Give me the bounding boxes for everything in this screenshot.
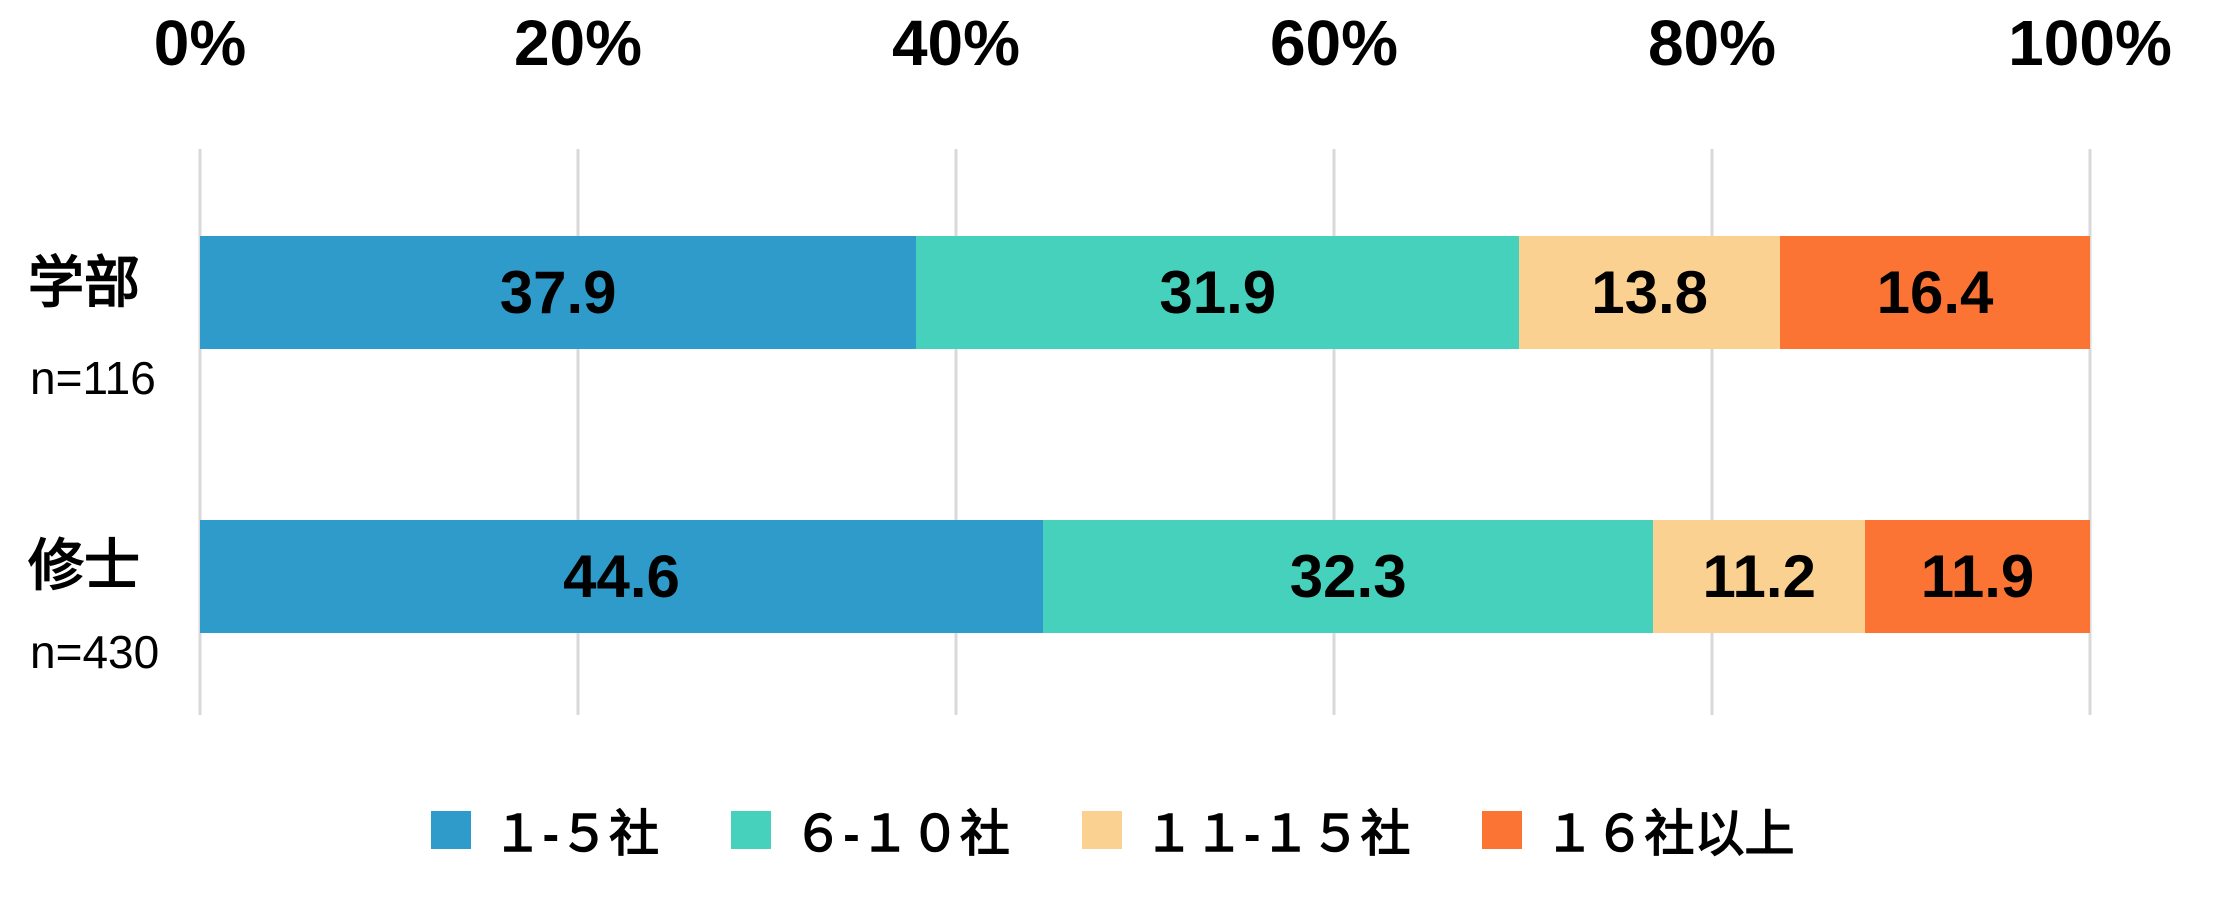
category-label: 学部 — [28, 251, 140, 314]
legend-label: １-５社 — [492, 806, 660, 862]
bar-segment: 31.9 — [916, 236, 1520, 349]
gridline — [954, 149, 958, 715]
bar-segment: 11.2 — [1653, 520, 1866, 633]
axis-tick-label: 60% — [1269, 7, 1399, 79]
gridline — [576, 149, 580, 715]
value-label: 31.9 — [1159, 259, 1277, 326]
legend-label: １１-１５社 — [1143, 806, 1411, 862]
sample-size-label: n=430 — [30, 626, 160, 678]
legend-label: １６社以上 — [1544, 806, 1795, 862]
legend-item: １-５社 — [430, 794, 660, 866]
legend-item: １１-１５社 — [1081, 794, 1411, 866]
legend-swatch — [1081, 811, 1122, 849]
axis-tick-label: 40% — [891, 7, 1021, 79]
value-label: 16.4 — [1876, 259, 1994, 326]
gridline — [198, 149, 202, 715]
bar-segment: 13.8 — [1519, 236, 1781, 349]
axis-tick-label: 100% — [2008, 7, 2172, 79]
category-label: 修士 — [28, 534, 140, 597]
gridline — [1332, 149, 1336, 715]
bar-segment: 11.9 — [1865, 520, 2090, 633]
value-label: 32.3 — [1289, 543, 1407, 610]
bar-segment: 16.4 — [1780, 236, 2090, 349]
axis-tick-label: 80% — [1647, 7, 1777, 79]
legend-swatch — [430, 811, 471, 849]
legend-label: ６-１０社 — [793, 806, 1010, 862]
value-label: 11.2 — [1702, 543, 1816, 610]
gridline — [2088, 149, 2092, 715]
axis-tick-label: 20% — [513, 7, 643, 79]
legend: １-５社 ６-１０社 １１-１５社 １６社以上 — [0, 794, 2225, 866]
legend-swatch — [1482, 811, 1523, 849]
axis-tick-label: 0% — [153, 7, 247, 79]
legend-swatch — [731, 811, 772, 849]
bar-segment: 44.6 — [200, 520, 1043, 633]
value-label: 13.8 — [1591, 259, 1709, 326]
bar-segment: 32.3 — [1042, 520, 1654, 633]
gridline — [1710, 149, 1714, 715]
legend-item: ６-１０社 — [731, 794, 1010, 866]
value-label: 11.9 — [1920, 543, 2035, 610]
bar-segment: 37.9 — [200, 236, 917, 349]
value-label: 44.6 — [563, 543, 680, 610]
legend-item: １６社以上 — [1482, 794, 1794, 866]
value-label: 37.9 — [499, 259, 617, 326]
sample-size-label: n=116 — [30, 352, 156, 404]
